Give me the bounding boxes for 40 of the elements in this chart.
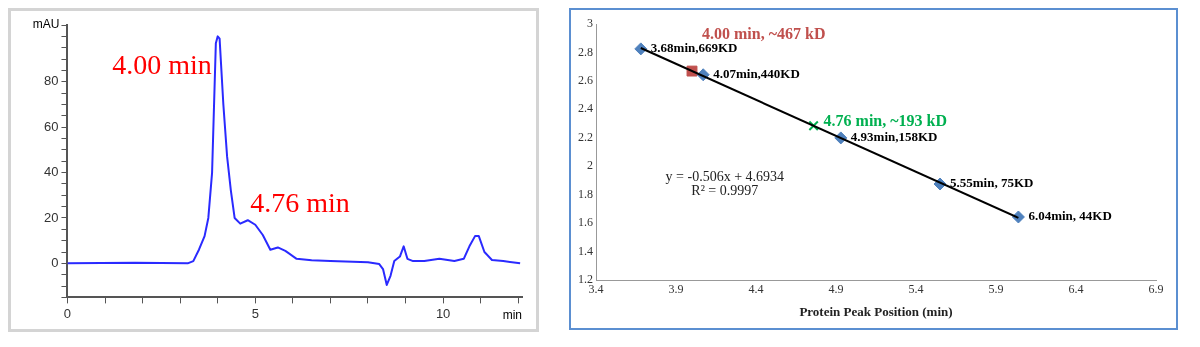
- y-tick-label: 2.4: [578, 101, 593, 116]
- annotation: R² = 0.9997: [691, 183, 759, 199]
- data-label: 4.93min,158KD: [850, 129, 938, 145]
- y-tick-label: 20: [43, 209, 59, 225]
- x-tick-label: 0: [63, 305, 72, 321]
- y-tick-label: 1.8: [578, 186, 593, 201]
- y-tick-label: 2.8: [578, 44, 593, 59]
- y-tick-label: 80: [43, 73, 59, 89]
- x-tick-label: 6.4: [1068, 282, 1084, 297]
- x-tick-label: 5.4: [908, 282, 924, 297]
- y-tick-label: 2.2: [578, 129, 593, 144]
- x-tick-label: 10: [435, 305, 451, 321]
- y-tick-label: 2: [587, 158, 593, 173]
- y-tick-label: 1.6: [578, 215, 593, 230]
- x-axis-title: min: [502, 307, 522, 322]
- y-tick-label: 2.6: [578, 73, 593, 88]
- annotation: 4.00 min: [112, 49, 212, 81]
- data-label: 6.04min, 44KD: [1028, 208, 1112, 224]
- annotation: y = -0.506x + 4.6934: [665, 169, 785, 185]
- point: [808, 120, 819, 131]
- x-tick-label: 4.9: [828, 282, 844, 297]
- x-tick-label: 3.9: [668, 282, 684, 297]
- data-label: 4.76 min, ~193 kD: [823, 111, 948, 129]
- y-axis-title: mAU: [32, 17, 60, 32]
- data-label: 4.07min,440KD: [713, 66, 800, 82]
- y-tick-label: 0: [51, 254, 59, 270]
- x-tick-label: 5: [251, 305, 259, 321]
- data-label: 3.68min,669KD: [650, 40, 738, 56]
- x-tick-label: 6.9: [1148, 282, 1164, 297]
- data-label: 4.00 min, ~467 kD: [702, 25, 826, 43]
- x-tick-label: 4.4: [748, 282, 764, 297]
- y-tick-label: 60: [43, 118, 59, 134]
- annotation: 4.76 min: [250, 187, 350, 219]
- x-tick-label: 5.9: [988, 282, 1004, 297]
- y-tick-label: 3: [587, 16, 593, 31]
- x-axis-title: Protein Peak Position (min): [799, 303, 953, 319]
- y-tick-label: 40: [43, 164, 59, 180]
- data-label: 5.55min, 75KD: [950, 175, 1034, 191]
- y-tick-label: 1.4: [578, 243, 593, 258]
- x-tick-label: 3.4: [588, 282, 604, 297]
